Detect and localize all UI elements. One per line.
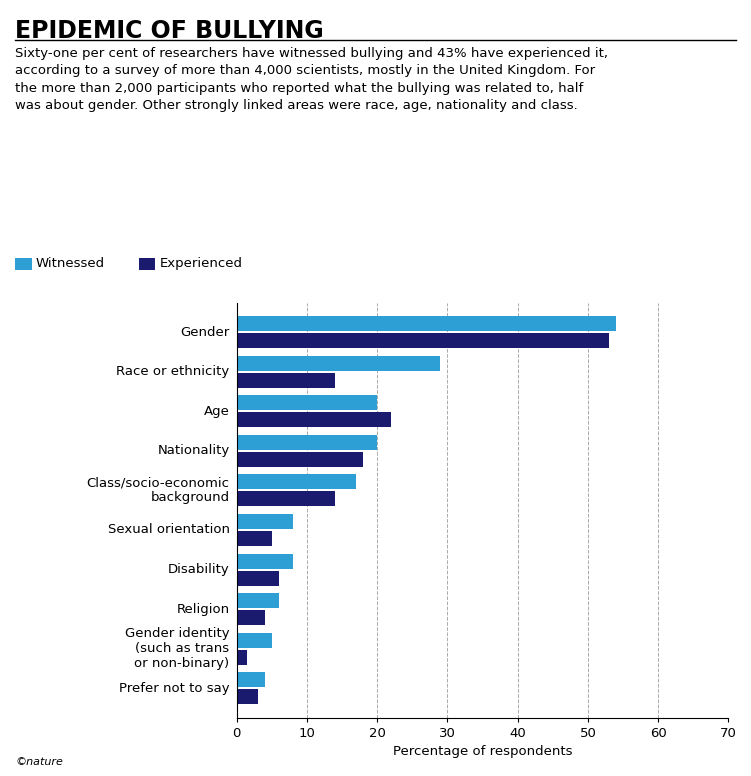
Text: Sixty-one per cent of researchers have witnessed bullying and 43% have experienc: Sixty-one per cent of researchers have w… (15, 47, 608, 112)
Bar (237, 356, 440, 371)
Bar (237, 672, 264, 688)
Text: ©nature: ©nature (15, 757, 63, 767)
Bar (237, 412, 391, 428)
Bar (237, 570, 279, 586)
Text: Witnessed: Witnessed (36, 258, 105, 270)
Bar (237, 395, 377, 411)
X-axis label: Percentage of respondents: Percentage of respondents (393, 746, 572, 758)
Bar (237, 514, 293, 529)
Text: EPIDEMIC OF BULLYING: EPIDEMIC OF BULLYING (15, 19, 324, 43)
Bar (237, 553, 293, 569)
Bar (237, 474, 356, 490)
Bar (237, 317, 616, 331)
Bar (237, 491, 335, 507)
Bar (237, 435, 377, 450)
Bar (237, 531, 272, 546)
Bar (237, 632, 272, 648)
Bar (237, 689, 258, 704)
Bar (237, 333, 609, 348)
Bar (237, 650, 247, 664)
Bar (237, 372, 335, 388)
Bar (237, 452, 363, 467)
Bar (237, 593, 279, 608)
Bar (237, 610, 264, 625)
Text: Experienced: Experienced (160, 258, 243, 270)
